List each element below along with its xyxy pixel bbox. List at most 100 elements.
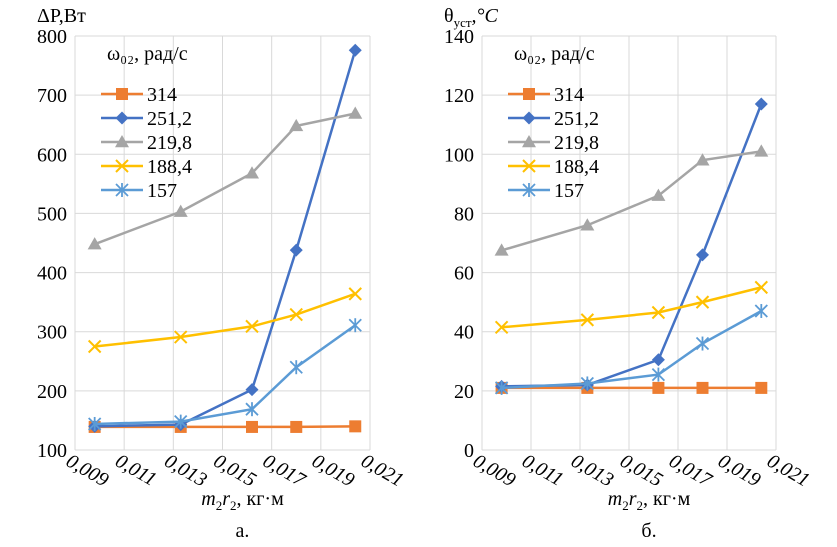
x-axis-label: m2r2, кг·м (201, 488, 284, 513)
x-tick-label: 0,011 (518, 450, 567, 491)
data-point (580, 313, 595, 327)
legend-title: ω₀₂, рад/с (107, 43, 188, 65)
data-point (494, 320, 509, 334)
y-tick-label: 120 (444, 85, 474, 107)
panel-label: а. (236, 520, 250, 542)
x-tick-label: 0,015 (616, 450, 666, 492)
series-157 (88, 318, 362, 431)
data-point (755, 381, 768, 394)
x-axis-label: m2r2, кг·м (608, 488, 691, 513)
y-tick-label: 100 (444, 144, 474, 166)
panel-label: б. (641, 520, 656, 542)
data-point (289, 118, 304, 132)
x-tick-label: 0,021 (357, 450, 407, 492)
data-point (174, 330, 188, 344)
legend-swatch-marker (522, 111, 536, 125)
series-line (94, 49, 357, 428)
legend-entry-label: 251,2 (147, 108, 192, 130)
y-tick-label: 200 (37, 381, 67, 403)
legend-swatch-marker (115, 183, 129, 197)
series-line (501, 309, 762, 390)
data-point (348, 43, 362, 57)
data-point (173, 204, 188, 217)
x-tick-label: 0,013 (567, 450, 617, 492)
data-point (695, 295, 710, 309)
data-point (696, 381, 709, 394)
data-point (754, 97, 768, 111)
legend-swatch-marker (115, 111, 129, 125)
legend-entry-label: 188,4 (554, 156, 599, 178)
legend-entry-label: 251,2 (554, 108, 599, 130)
y-tick-label: 400 (37, 263, 67, 285)
data-point (580, 218, 595, 231)
x-tick-label: 0,009 (62, 450, 112, 492)
data-point (174, 414, 188, 429)
series-line (94, 292, 356, 348)
data-point (289, 360, 303, 375)
x-tick-label: 0,011 (111, 450, 160, 491)
y-tick-label: 140 (444, 26, 474, 48)
y-axis-label: ΔP,Вт (37, 5, 86, 27)
y-tick-label: 700 (37, 85, 67, 107)
legend-entry-label: 314 (554, 84, 584, 106)
data-point (651, 367, 666, 382)
data-point (348, 106, 363, 119)
y-tick-label: 20 (454, 381, 474, 403)
legend-entry-label: 157 (147, 180, 177, 202)
data-point (290, 420, 303, 433)
x-tick-label: 0,017 (665, 450, 716, 492)
data-point (695, 336, 710, 351)
y-tick-label: 800 (37, 26, 67, 48)
data-point (695, 153, 710, 166)
series-188,4 (494, 280, 769, 334)
legend-swatch-marker (522, 135, 536, 148)
y-tick-label: 100 (37, 440, 67, 462)
data-point (289, 243, 303, 257)
legend-entry-label: 188,4 (147, 156, 192, 178)
series-157 (494, 304, 768, 395)
data-point (245, 402, 259, 417)
x-tick-label: 0,019 (308, 450, 358, 492)
data-point (494, 380, 509, 395)
data-point (289, 307, 303, 322)
y-tick-label: 300 (37, 322, 67, 344)
legend-swatch-marker (116, 88, 128, 100)
legend-swatch-marker (522, 159, 536, 173)
data-point (754, 144, 769, 157)
legend-entry-label: 219,8 (147, 132, 192, 154)
data-point (348, 287, 362, 301)
y-tick-label: 60 (454, 263, 474, 285)
legend-swatch-marker (115, 159, 129, 173)
legend-swatch-marker (523, 88, 535, 100)
x-tick-label: 0,019 (714, 450, 764, 492)
data-point (651, 353, 665, 367)
x-tick-label: 0,009 (469, 450, 519, 492)
y-axis-label: θуст,°C (444, 5, 499, 30)
series-line (501, 286, 762, 329)
data-point (652, 381, 665, 394)
legend-entry-label: 314 (147, 84, 177, 106)
y-tick-label: 600 (37, 144, 67, 166)
data-point (245, 383, 259, 397)
legend-entry-label: 219,8 (554, 132, 599, 154)
data-point (348, 318, 362, 333)
series-line (501, 103, 763, 388)
data-point (87, 237, 102, 250)
series-219,8 (87, 106, 363, 250)
y-tick-label: 80 (454, 203, 474, 225)
legend-title: ω₀₂, рад/с (514, 43, 595, 65)
data-point (245, 166, 259, 179)
data-point (754, 280, 769, 295)
legend-swatch-marker (522, 183, 536, 197)
legend-entry-label: 157 (554, 180, 584, 202)
x-tick-label: 0,021 (763, 450, 813, 492)
y-tick-label: 500 (37, 203, 67, 225)
data-point (494, 243, 509, 256)
data-point (696, 248, 709, 262)
data-point (580, 376, 594, 391)
data-point (651, 188, 666, 201)
series-219,8 (494, 144, 769, 256)
